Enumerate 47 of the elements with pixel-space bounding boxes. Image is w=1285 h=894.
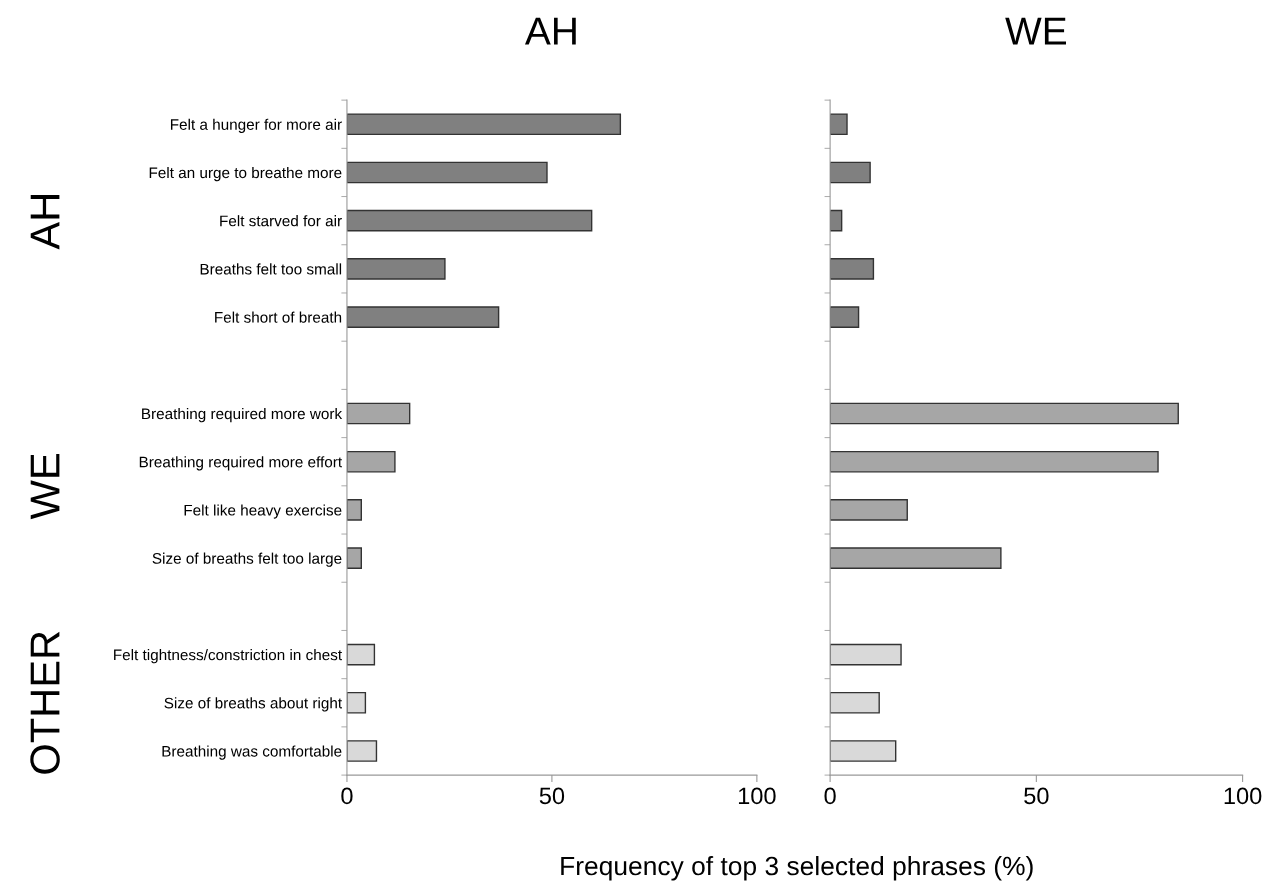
bar	[830, 306, 860, 328]
chart-title: WE	[1005, 17, 1066, 45]
bar	[830, 450, 1159, 473]
y-tick-label: Felt like heavy exercise	[184, 504, 342, 519]
bar	[346, 740, 378, 762]
y-tick-label: Size of breaths felt too large	[152, 552, 342, 567]
x-tick-label: 0	[824, 787, 836, 805]
bar	[346, 258, 446, 280]
bar	[830, 113, 848, 136]
y-tick-label: Breaths felt too small	[200, 263, 342, 275]
y-tick-label: Breathing required more work	[142, 407, 343, 423]
text: OTHER	[30, 631, 60, 774]
bar	[346, 209, 593, 232]
bar	[346, 113, 622, 136]
bar	[346, 402, 411, 425]
bar	[830, 547, 1002, 569]
bar	[830, 402, 1179, 425]
y-tick-label: Felt a hunger for more air	[170, 118, 342, 133]
y-tick-label: Breathing required more effort	[139, 456, 342, 471]
y-tick-label: Felt starved for air	[220, 215, 342, 227]
chart-title: AH	[524, 17, 576, 45]
text: WE	[30, 454, 60, 520]
y-tick-label: Size of breaths about right	[164, 697, 342, 712]
y-tick-label: Felt tightness/constriction in chest	[114, 649, 342, 664]
bar	[830, 258, 875, 280]
bar	[830, 691, 880, 714]
x-tick-label: 100	[738, 787, 776, 805]
bar	[346, 499, 362, 521]
bar	[346, 450, 396, 473]
x-tick-label: 100	[1224, 787, 1262, 805]
bar	[346, 306, 500, 328]
bar	[830, 643, 902, 666]
bar	[346, 643, 376, 666]
y-tick-label: Felt an urge to breathe more	[149, 166, 342, 182]
bar	[830, 499, 908, 521]
bar	[830, 740, 897, 762]
bar	[346, 161, 548, 184]
text: AH	[30, 195, 60, 250]
x-tick-label: 0	[341, 787, 353, 805]
bar	[346, 691, 367, 714]
x-axis-title: Frequency of top 3 selected phrases (%)	[561, 855, 1033, 881]
y-tick-label: Felt short of breath	[215, 311, 342, 323]
bar	[346, 547, 362, 569]
bar	[830, 161, 871, 184]
y-tick-label: Breathing was comfortable	[162, 745, 342, 760]
x-tick-label: 50	[1024, 787, 1049, 805]
x-tick-label: 50	[539, 787, 565, 805]
